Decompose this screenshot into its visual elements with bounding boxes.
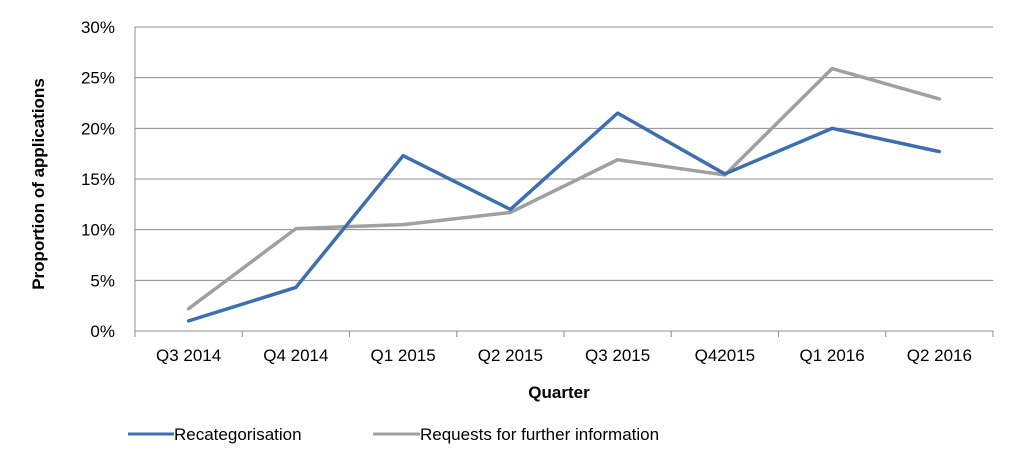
y-tick-label: 0% bbox=[90, 322, 115, 341]
y-tick-label: 15% bbox=[81, 170, 115, 189]
x-tick-label: Q1 2016 bbox=[800, 346, 865, 365]
y-tick-labels: 0% 5% 10% 15% 20% 25% 30% bbox=[81, 18, 115, 341]
y-tick-label: 30% bbox=[81, 18, 115, 37]
axes bbox=[134, 27, 994, 337]
x-tick-label: Q1 2015 bbox=[371, 346, 436, 365]
gridlines bbox=[135, 26, 993, 281]
x-tick-label: Q2 2015 bbox=[478, 346, 543, 365]
y-tick-label: 20% bbox=[81, 119, 115, 138]
x-axis-title: Quarter bbox=[528, 383, 590, 402]
legend-label-requests-for-further-information: Requests for further information bbox=[420, 425, 659, 444]
y-tick-label: 10% bbox=[81, 221, 115, 240]
x-tick-labels: Q3 2014 Q4 2014 Q1 2015 Q2 2015 Q3 2015 Q4201… bbox=[156, 346, 972, 365]
series-line-requests-for-further-information bbox=[186, 66, 942, 311]
y-tick-label: 25% bbox=[81, 69, 115, 88]
x-tick-label: Q3 2014 bbox=[156, 346, 221, 365]
legend: Recategorisation Requests for further in… bbox=[128, 425, 659, 444]
x-tick-label: Q3 2015 bbox=[585, 346, 650, 365]
x-tick-label: Q4 2014 bbox=[263, 346, 328, 365]
series-line-recategorisation bbox=[186, 111, 942, 323]
x-tick-label: Q2 2016 bbox=[907, 346, 972, 365]
y-tick-label: 5% bbox=[90, 271, 115, 290]
legend-label-recategorisation: Recategorisation bbox=[174, 425, 302, 444]
y-axis-title: Proportion of applications bbox=[29, 78, 48, 290]
x-tick-label: Q42015 bbox=[695, 346, 756, 365]
series-lines bbox=[186, 66, 942, 323]
